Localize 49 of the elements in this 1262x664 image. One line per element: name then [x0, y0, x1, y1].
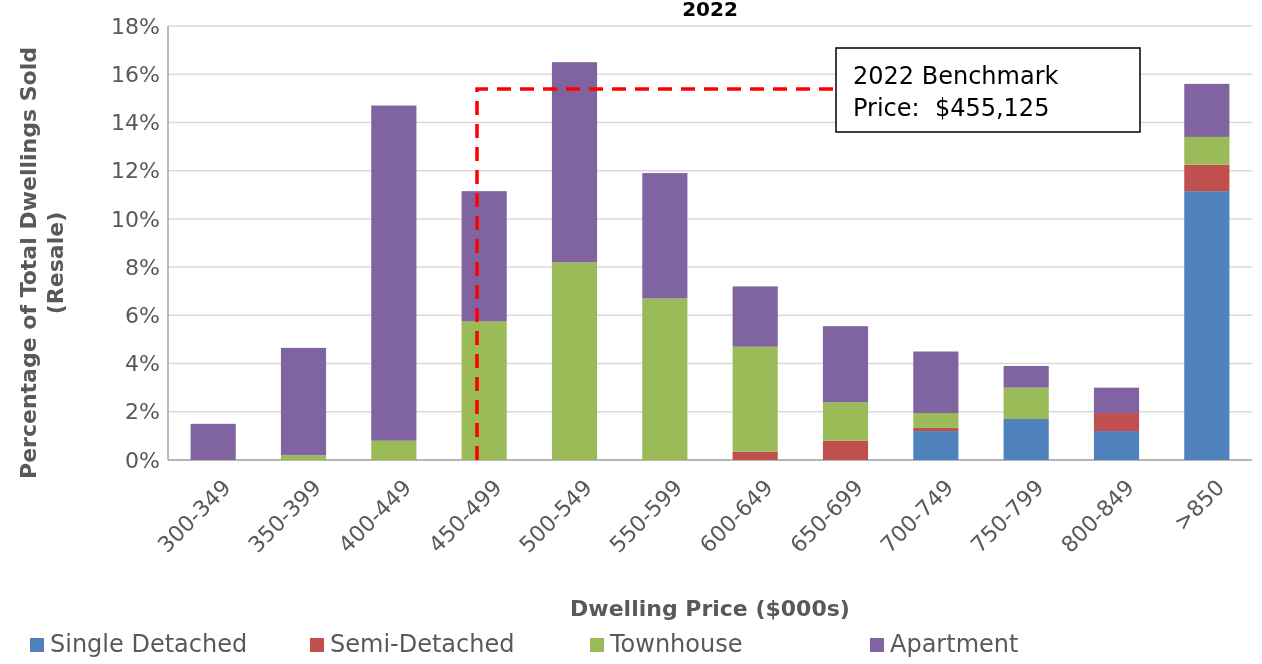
- bar: [1184, 164, 1230, 192]
- bar: [461, 321, 507, 460]
- x-axis-title: Dwelling Price ($000s): [570, 596, 850, 621]
- bar: [1003, 387, 1049, 420]
- y-tick-label: 12%: [111, 158, 160, 184]
- bar: [732, 451, 778, 460]
- bar: [732, 346, 778, 452]
- legend-label: Apartment: [890, 630, 1019, 658]
- bar: [280, 347, 327, 456]
- y-tick-label: 16%: [111, 61, 160, 87]
- legend-label: Single Detached: [50, 630, 248, 658]
- bar: [642, 173, 688, 299]
- bar: [822, 440, 869, 460]
- bar: [1093, 431, 1140, 460]
- bar: [822, 326, 869, 403]
- bar: [732, 286, 778, 347]
- y-tick-label: 6%: [125, 303, 160, 329]
- chart-title: 2022: [682, 0, 738, 21]
- bar: [1184, 83, 1230, 137]
- bar: [1093, 387, 1140, 413]
- bar: [190, 423, 236, 460]
- bar: [913, 427, 959, 432]
- legend-label: Semi-Detached: [330, 630, 515, 658]
- y-tick-label: 14%: [111, 110, 160, 136]
- y-tick-label: 8%: [125, 254, 160, 280]
- y-tick-label: 10%: [111, 206, 160, 232]
- bar: [1003, 365, 1049, 388]
- bar: [461, 191, 507, 322]
- y-axis-title: Percentage of Total Dwellings Sold (Resale): [16, 47, 68, 479]
- bar: [1003, 419, 1049, 460]
- bar: [642, 298, 688, 460]
- y-tick-label: 2%: [125, 399, 160, 425]
- bar: [822, 402, 869, 441]
- bar: [1184, 136, 1230, 165]
- bar: [551, 62, 598, 263]
- bar: [1184, 191, 1230, 460]
- bar: [371, 440, 417, 460]
- y-tick-label: 18%: [111, 13, 160, 39]
- bar: [913, 431, 959, 460]
- bar: [1093, 412, 1140, 432]
- y-tick-label: 0%: [125, 447, 160, 473]
- bar: [371, 105, 417, 441]
- legend-label: Townhouse: [609, 630, 743, 658]
- y-tick-label: 4%: [125, 351, 160, 377]
- bar: [280, 455, 327, 460]
- bar: [913, 351, 959, 413]
- annotation: 2022 Benchmark Price: $455,125: [853, 62, 1059, 122]
- bar: [913, 412, 959, 428]
- bar: [551, 262, 598, 460]
